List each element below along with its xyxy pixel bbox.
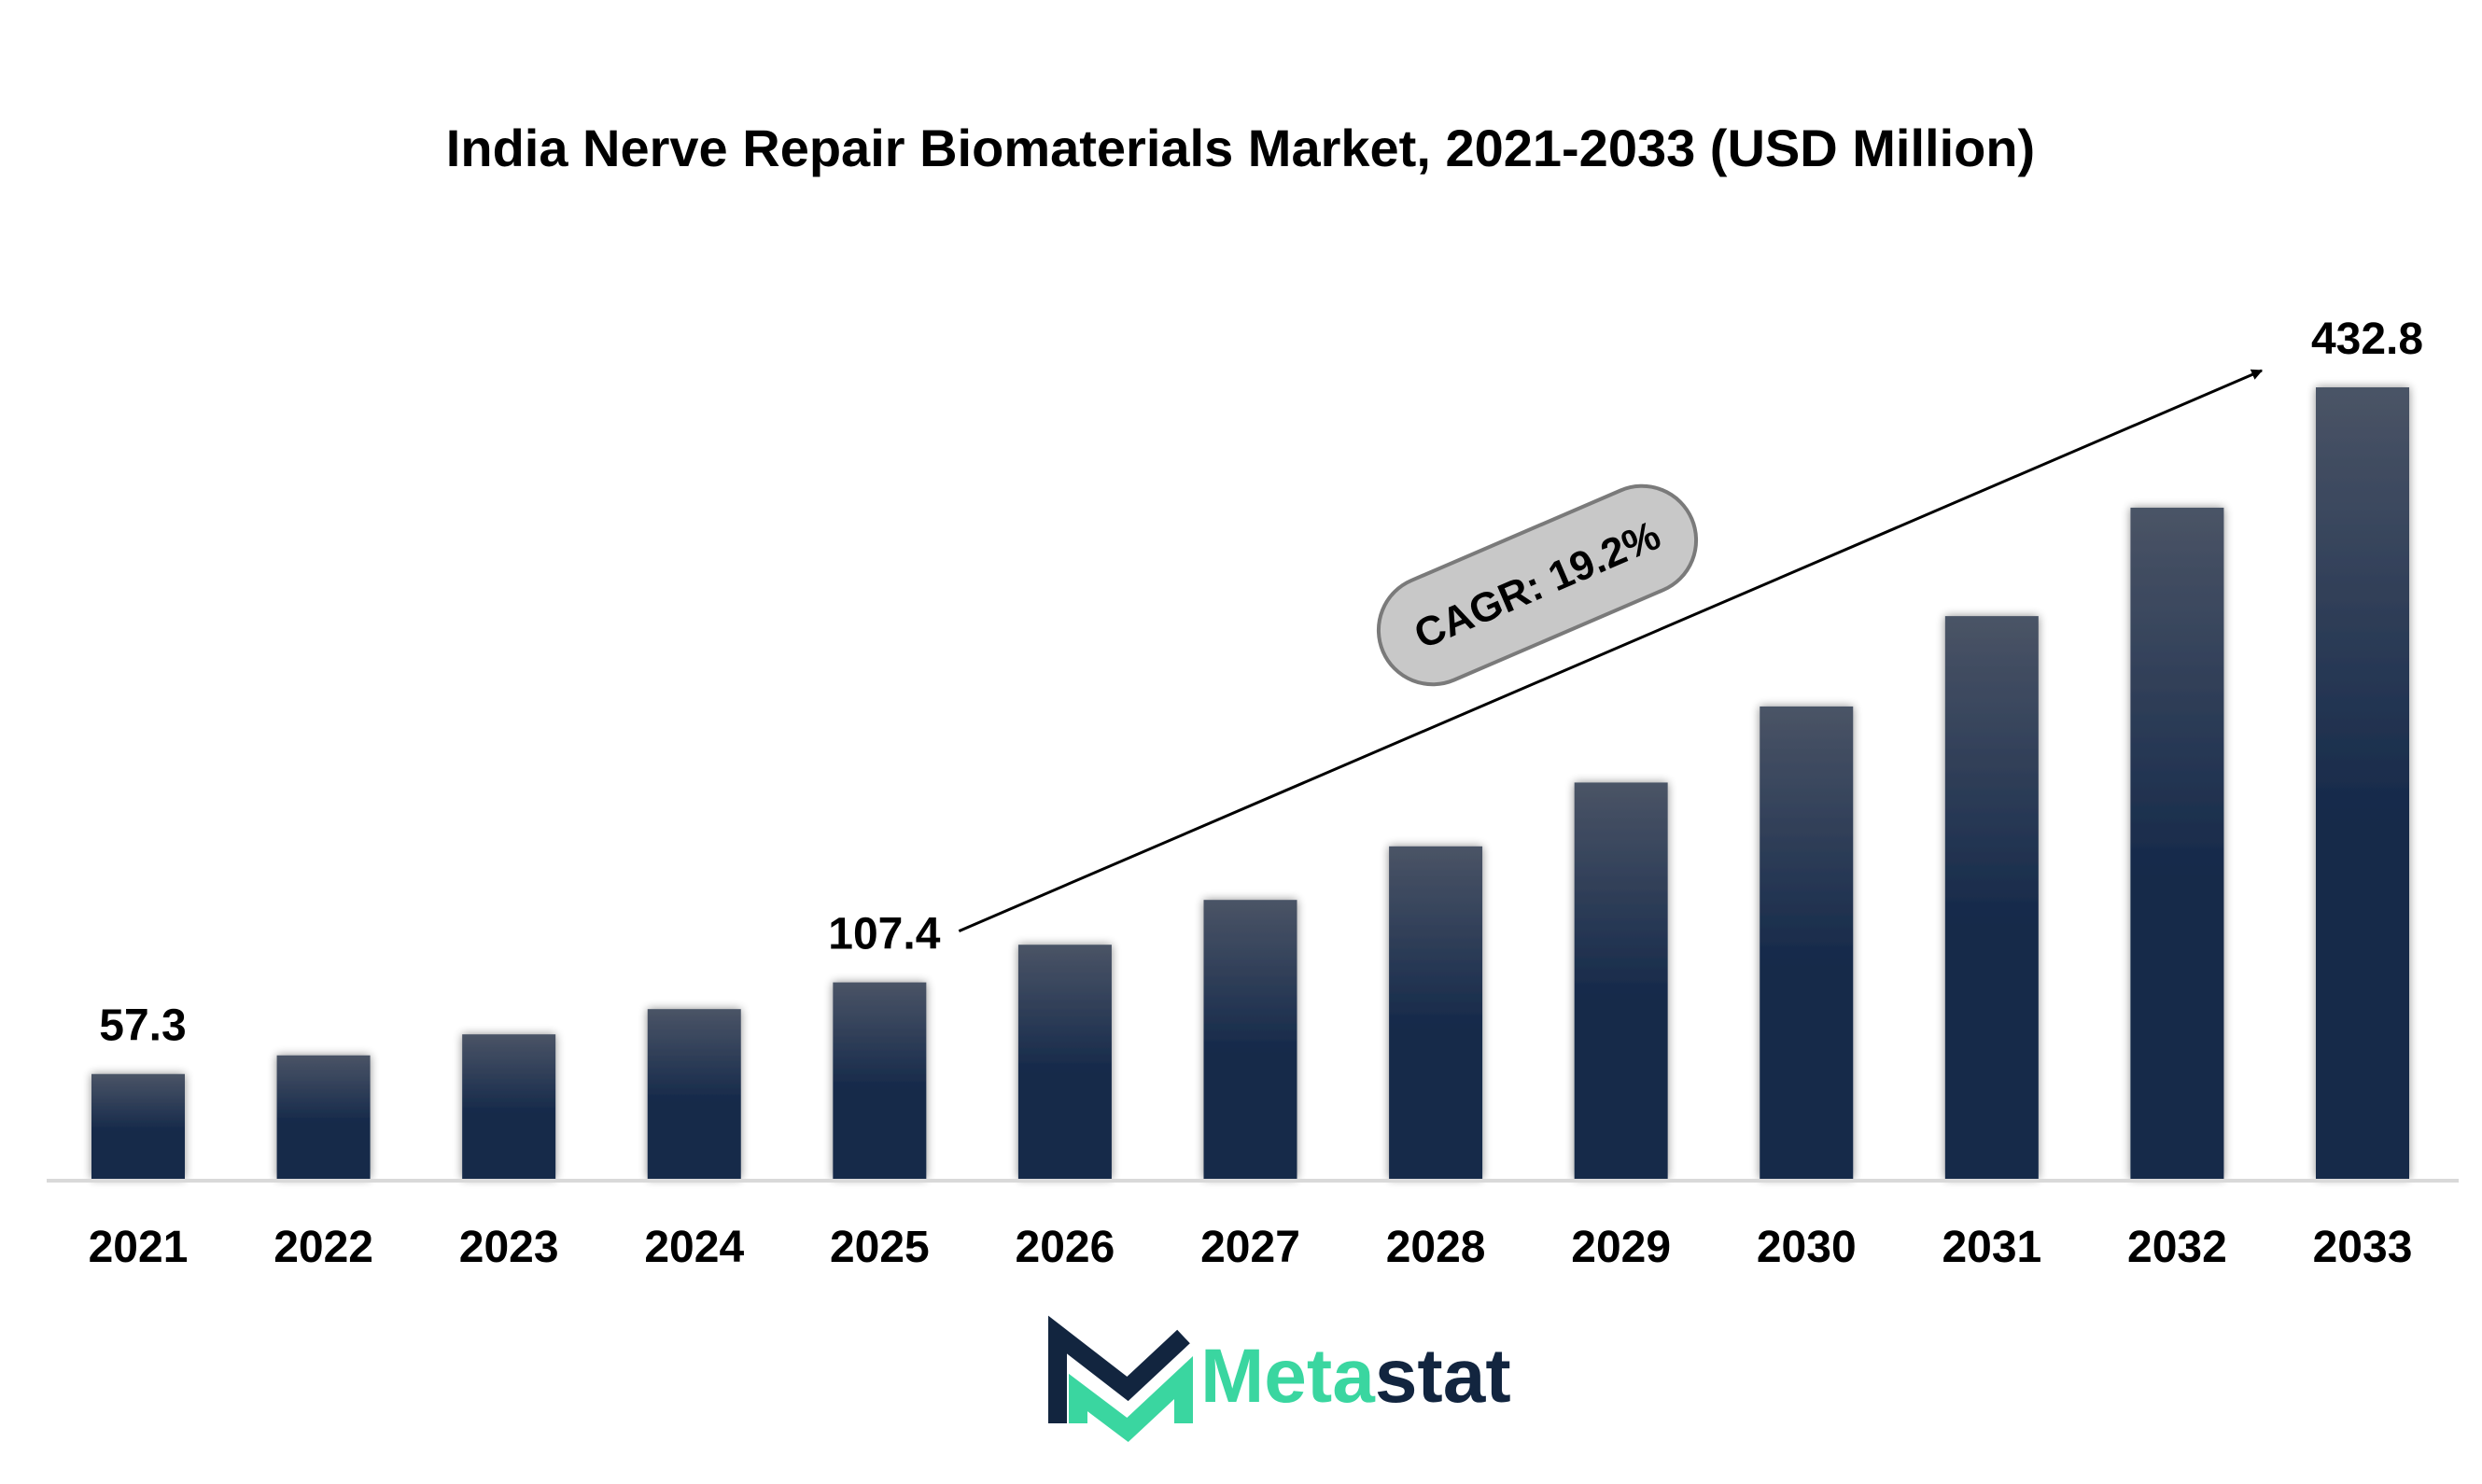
- bar-2025: [833, 982, 927, 1179]
- metastat-logo-mark: [1048, 1315, 1193, 1443]
- bar-2028: [1389, 846, 1483, 1179]
- bar-2029: [1574, 782, 1668, 1179]
- bar-2021: [91, 1073, 185, 1179]
- data-labels-group: 57.3 107.4 432.8: [99, 315, 2423, 1051]
- metastat-wordmark-stat: stat: [1375, 1334, 1511, 1419]
- x-tick-labels-group: 2021 2022 2023 2024 2025 2026 2027 2028 2029 2030…: [89, 1223, 2413, 1272]
- chart-title: India Nerve Repair Biomaterials Market, …: [446, 119, 2035, 177]
- cagr-badge: CAGR: 19.2%: [1376, 483, 1699, 687]
- x-tick-label-2032: 2032: [2127, 1223, 2227, 1272]
- bar-2030: [1760, 706, 1854, 1179]
- cagr-arrow: [958, 369, 2264, 932]
- x-tick-label-2026: 2026: [1016, 1223, 1115, 1272]
- bar-2031: [1944, 616, 2039, 1179]
- x-tick-label-2025: 2025: [830, 1223, 930, 1272]
- bar-2027: [1203, 900, 1297, 1179]
- bar-2026: [1017, 945, 1112, 1179]
- metastat-logo: Metastat: [1048, 1315, 1511, 1443]
- bar-2023: [462, 1034, 556, 1179]
- x-tick-label-2023: 2023: [459, 1223, 559, 1272]
- metastat-wordmark-meta: Meta: [1200, 1334, 1376, 1419]
- x-tick-label-2031: 2031: [1942, 1223, 2041, 1272]
- bar-2033: [2316, 387, 2409, 1179]
- x-tick-label-2030: 2030: [1757, 1223, 1857, 1272]
- x-tick-label-2033: 2033: [2313, 1223, 2413, 1272]
- x-tick-label-2029: 2029: [1571, 1223, 1671, 1272]
- data-label-2033: 432.8: [2311, 315, 2423, 364]
- metastat-wordmark: Metastat: [1200, 1334, 1511, 1419]
- x-tick-label-2022: 2022: [273, 1223, 373, 1272]
- bar-2032: [2130, 507, 2224, 1179]
- bar-2022: [276, 1055, 371, 1179]
- bar-2024: [647, 1009, 741, 1179]
- x-tick-label-2028: 2028: [1386, 1223, 1486, 1272]
- x-tick-label-2021: 2021: [89, 1223, 189, 1272]
- data-label-2025: 107.4: [828, 910, 940, 959]
- data-label-2021: 57.3: [99, 1001, 186, 1051]
- bars-group: [91, 387, 2409, 1179]
- cagr-badge-shape: [1376, 483, 1699, 687]
- x-tick-label-2024: 2024: [644, 1223, 744, 1272]
- x-tick-label-2027: 2027: [1200, 1223, 1300, 1272]
